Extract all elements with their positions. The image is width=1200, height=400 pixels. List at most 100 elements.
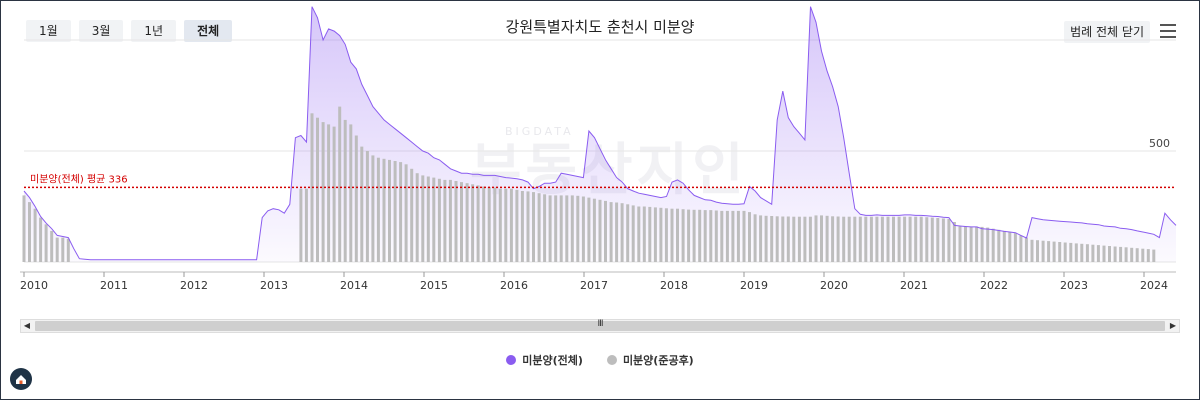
bar-completed (781, 216, 785, 262)
bar-completed (460, 182, 463, 262)
bar-completed (842, 216, 846, 262)
scroll-thumb[interactable]: III (35, 319, 1165, 331)
bar-completed (415, 173, 419, 262)
home-logo-icon[interactable] (10, 368, 32, 390)
bar-completed (997, 229, 1001, 262)
x-tick-label-2022: 2022 (980, 279, 1008, 292)
bar-completed (659, 207, 663, 262)
bar-completed (1069, 242, 1073, 262)
legend-label-total: 미분양(전체) (522, 354, 583, 367)
bar-completed (936, 218, 940, 262)
bar-completed (958, 226, 962, 262)
bar-completed (432, 177, 436, 262)
legend-dot-completed (606, 355, 617, 365)
bar-completed (786, 216, 790, 262)
bar-completed (753, 214, 757, 262)
bar-completed (775, 216, 779, 262)
bar-completed (365, 151, 369, 262)
bar-completed (925, 217, 929, 262)
bar-completed (1102, 245, 1106, 262)
bar-completed (969, 226, 973, 262)
bar-completed (437, 178, 441, 263)
bar-completed (875, 216, 879, 262)
bar-completed (952, 222, 956, 262)
bar-completed (941, 218, 945, 262)
bar-completed (598, 199, 602, 262)
x-tick-label-2017: 2017 (580, 279, 608, 292)
bar-completed (1152, 249, 1156, 262)
bar-completed (532, 192, 535, 262)
bar-completed (620, 203, 624, 262)
x-tick-label-2013: 2013 (260, 279, 288, 292)
bar-completed (371, 155, 375, 262)
scroll-grip-icon: III (597, 319, 604, 329)
bar-completed (880, 216, 884, 262)
bar-completed (759, 215, 763, 262)
bar-completed (764, 215, 768, 262)
x-tick-label-2014: 2014 (340, 279, 368, 292)
bar-completed (570, 195, 574, 262)
bar-completed (1141, 248, 1145, 262)
bar-completed (504, 188, 508, 262)
bar-completed (653, 207, 657, 262)
bar-completed (581, 196, 585, 262)
bar-completed (537, 193, 541, 262)
bar-completed (1030, 239, 1034, 262)
horizontal-scrollbar[interactable]: ◀ III ▶ (20, 319, 1180, 333)
bar-completed (1047, 241, 1051, 262)
bar-completed (565, 195, 569, 262)
bar-completed (520, 191, 524, 262)
range-button-all[interactable]: 전체 (184, 20, 233, 42)
bar-completed (343, 119, 347, 263)
bar-completed (1108, 246, 1111, 262)
bar-completed (869, 216, 873, 262)
bar-completed (44, 224, 48, 262)
bar-completed (399, 162, 403, 262)
bar-completed (1130, 247, 1134, 262)
bar-completed (327, 124, 331, 263)
legend-label-completed: 미분양(준공후) (622, 354, 694, 367)
legend-item-total[interactable]: 미분양(전체) (506, 352, 583, 368)
legend-toggle-button[interactable]: 범례 전체 닫기 (1064, 21, 1150, 43)
x-tick-label-2019: 2019 (740, 279, 768, 292)
bar-completed (1058, 242, 1062, 262)
bar-completed (28, 202, 31, 262)
bar-completed (808, 216, 812, 262)
x-tick-label-2020: 2020 (820, 279, 848, 292)
legend-item-completed[interactable]: 미분양(준공후) (606, 352, 694, 368)
bar-completed (986, 227, 990, 262)
bar-completed (1091, 244, 1095, 262)
range-button-3m[interactable]: 3월 (78, 20, 124, 42)
bar-completed (349, 124, 353, 263)
line-total (23, 6, 1177, 261)
bar-completed (1074, 243, 1078, 262)
bar-completed (698, 209, 702, 262)
bar-completed (731, 210, 735, 262)
range-button-1m[interactable]: 1월 (26, 20, 71, 42)
bar-completed (404, 164, 408, 262)
range-button-1y[interactable]: 1년 (131, 20, 177, 42)
hamburger-menu-icon[interactable] (1160, 24, 1176, 38)
scroll-left-arrow-icon[interactable]: ◀ (23, 321, 31, 330)
bar-completed (482, 186, 486, 262)
bar-completed (681, 209, 685, 262)
x-tick-label-2021: 2021 (900, 279, 928, 292)
bar-completed (991, 228, 995, 262)
bar-completed (61, 237, 65, 262)
bar-completed (498, 188, 502, 262)
bar-completed (354, 135, 358, 262)
bar-completed (338, 106, 342, 262)
scroll-right-arrow-icon[interactable]: ▶ (1169, 321, 1177, 330)
bar-completed (1002, 230, 1006, 262)
x-tick-label-2024: 2024 (1140, 279, 1168, 292)
bar-completed (914, 216, 918, 262)
range-button-group: 1월 3월 1년 전체 (26, 20, 233, 42)
bar-completed (853, 216, 857, 262)
bar-completed (615, 202, 619, 262)
bar-completed (908, 216, 912, 262)
bar-completed (1096, 245, 1100, 262)
bar-completed (471, 184, 475, 262)
bar-completed (676, 208, 679, 262)
bar-completed (1113, 246, 1117, 262)
